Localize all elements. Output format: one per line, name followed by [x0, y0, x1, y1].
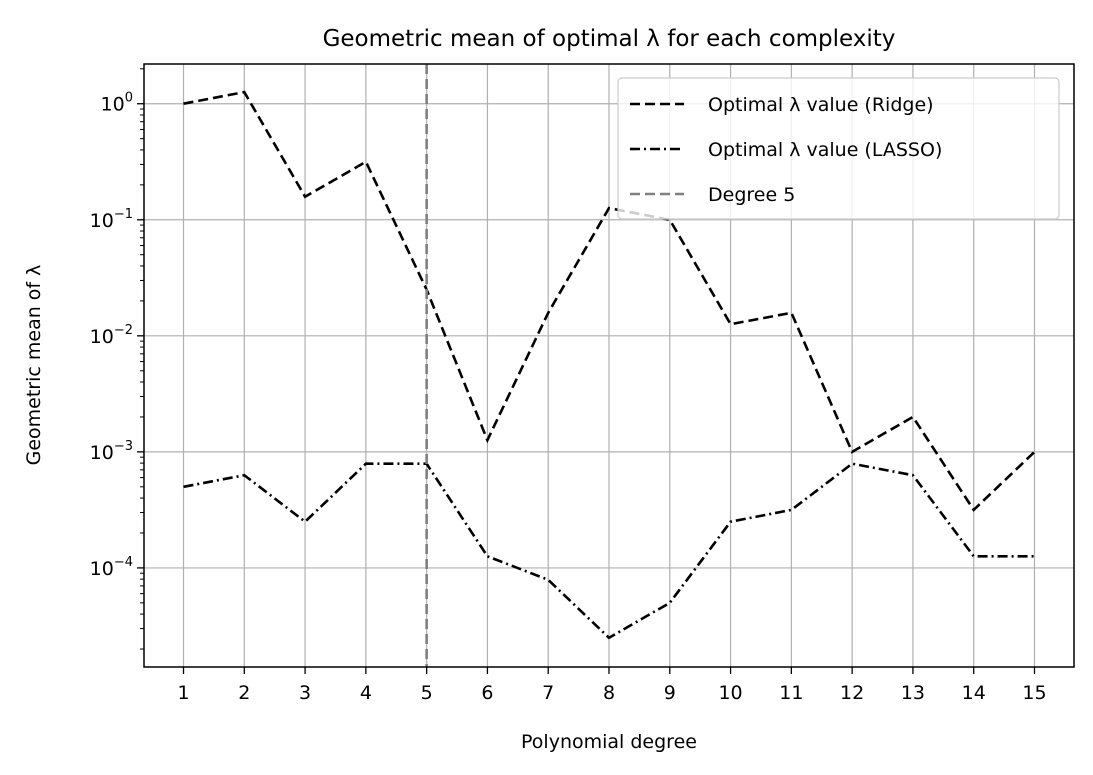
- x-tick-label: 5: [421, 682, 433, 704]
- ridge-series-line: [183, 90, 1036, 512]
- x-tick-label: 11: [779, 682, 803, 704]
- legend-entry-label: Degree 5: [708, 184, 795, 206]
- x-tick-label: 13: [901, 682, 925, 704]
- y-tick-label: 100: [101, 91, 133, 116]
- x-tick-label: 4: [360, 682, 372, 704]
- x-tick-label: 1: [177, 682, 189, 704]
- x-tick-label: 9: [664, 682, 676, 704]
- y-tick-label: 10−2: [90, 323, 133, 348]
- x-axis: 1 2 3 4 5 6 7 8 9 10 11 12 13 14 15: [177, 667, 1047, 704]
- x-tick-label: 7: [542, 682, 554, 704]
- legend: Optimal λ value (Ridge) Optimal λ value (…: [617, 77, 1060, 220]
- legend-box: [617, 77, 1060, 220]
- x-tick-label: 3: [299, 682, 311, 704]
- chart-title: Geometric mean of optimal λ for each com…: [323, 26, 896, 52]
- y-tick-label: 10−3: [90, 439, 133, 464]
- legend-entry-label: Optimal λ value (Ridge): [708, 94, 934, 116]
- legend-entry-label: Optimal λ value (LASSO): [708, 139, 942, 161]
- y-tick-label: 10−4: [90, 555, 133, 580]
- x-tick-label: 15: [1022, 682, 1046, 704]
- y-tick-label: 10−1: [90, 207, 133, 232]
- y-axis: 100 10−1 10−2 10−3 10−4: [90, 68, 144, 650]
- x-tick-label: 2: [238, 682, 250, 704]
- x-tick-label: 6: [481, 682, 493, 704]
- x-tick-label: 14: [962, 682, 986, 704]
- lasso-series-line: [183, 462, 1035, 640]
- x-tick-label: 10: [718, 682, 742, 704]
- x-tick-label: 12: [840, 682, 864, 704]
- x-axis-label: Polynomial degree: [521, 731, 697, 753]
- x-tick-label: 8: [603, 682, 615, 704]
- plot-area: [183, 64, 1036, 667]
- y-axis-label: Geometric mean of λ: [23, 265, 45, 466]
